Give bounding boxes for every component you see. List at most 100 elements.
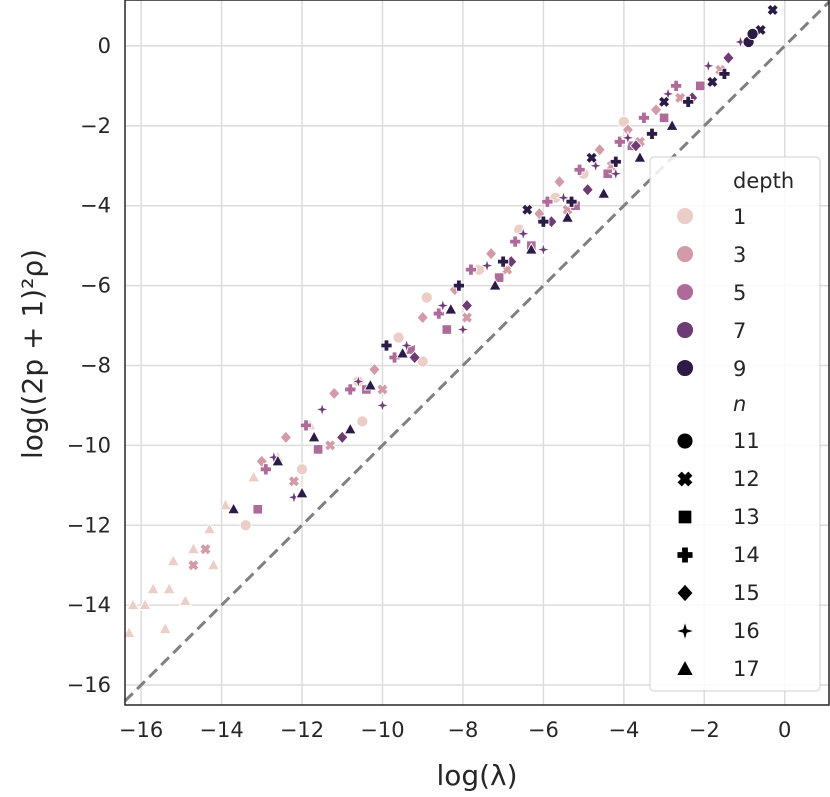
legend-hue-entries: 1 3 5 7 9 [676, 205, 746, 381]
legend-style-label: 13 [733, 505, 760, 529]
y-tick-label: −6 [80, 274, 111, 298]
legend-style-label: 14 [733, 543, 760, 567]
data-point [535, 241, 552, 258]
data-point [307, 430, 321, 443]
data-point [323, 439, 337, 452]
data-point [509, 235, 522, 248]
data-point [420, 291, 433, 304]
data-point [295, 486, 309, 499]
x-tick-label: −12 [280, 718, 324, 742]
data-point [479, 257, 496, 274]
legend-hue-label: 9 [733, 357, 746, 381]
data-point [700, 57, 717, 74]
data-point [388, 351, 401, 364]
data-point [432, 307, 445, 320]
data-point [327, 386, 341, 401]
legend-frame [649, 156, 821, 692]
legend-hue-marker [676, 207, 694, 225]
legend-style-entries: 11 12 13 14 15 16 17 [674, 429, 760, 681]
data-point [521, 203, 534, 216]
data-point [408, 350, 421, 365]
data-point [649, 103, 663, 117]
data-point [158, 622, 172, 635]
data-point [336, 430, 349, 445]
data-point [295, 463, 309, 476]
data-point [356, 415, 369, 428]
plot-frame [124, 0, 830, 706]
legend-hue-label: 7 [733, 319, 746, 343]
data-point [206, 558, 221, 571]
legend-style-label: 16 [733, 619, 760, 643]
legend-hue-label: 1 [733, 205, 746, 229]
data-point [670, 79, 683, 92]
data-point [271, 454, 285, 467]
data-point [374, 397, 391, 414]
legend-hue-label: 5 [733, 281, 746, 305]
data-point [166, 554, 180, 567]
legend-style-marker [677, 509, 693, 525]
x-tick-label: −16 [119, 718, 163, 742]
y-tick-label: 0 [98, 34, 111, 58]
y-tick-labels: −16 −14 −12 −10 −8 −6 −4 −2 0 [67, 34, 111, 697]
y-tick-label: −2 [80, 114, 111, 138]
legend-hue-marker [676, 321, 694, 339]
x-tick-label: −2 [689, 718, 720, 742]
data-point [126, 598, 140, 611]
data-point [706, 75, 719, 89]
data-point [695, 80, 706, 92]
y-tick-label: −16 [67, 673, 111, 697]
data-point [581, 182, 594, 197]
data-point [484, 246, 498, 261]
x-tick-label: −10 [360, 718, 404, 742]
data-point [239, 519, 252, 532]
data-point [645, 127, 659, 140]
data-point [541, 195, 554, 208]
legend-style-marker [676, 546, 694, 564]
data-point [287, 475, 301, 488]
data-point [376, 383, 389, 396]
legend-hue-marker [676, 359, 694, 377]
data-point [299, 419, 313, 432]
data-point [416, 310, 429, 325]
data-point [609, 155, 622, 168]
data-point [312, 444, 324, 455]
data-points [122, 3, 779, 639]
data-point [665, 118, 679, 131]
legend-hue-title: depth [733, 169, 794, 193]
data-point [218, 498, 233, 511]
data-point [202, 522, 217, 535]
reference-line-layer [123, 0, 830, 703]
y-tick-label: −4 [80, 194, 111, 218]
x-axis-title: log(λ) [436, 759, 517, 792]
data-point [444, 302, 458, 315]
data-point [395, 346, 410, 359]
reference-line [123, 0, 830, 703]
data-point [524, 242, 538, 255]
y-tick-label: −8 [80, 353, 111, 377]
data-point [350, 373, 367, 390]
data-point [368, 362, 381, 377]
data-point [434, 297, 451, 314]
data-point [460, 311, 474, 324]
legend-style-title: n [733, 392, 746, 416]
data-point [597, 186, 611, 199]
data-point [619, 129, 636, 146]
data-point [593, 142, 606, 157]
y-tick-label: −14 [67, 593, 111, 617]
data-point [199, 542, 212, 556]
data-point [392, 331, 405, 344]
data-point [565, 195, 578, 208]
data-point [314, 401, 331, 418]
data-point [259, 463, 272, 476]
data-point [515, 225, 532, 242]
x-tick-label: −4 [608, 718, 639, 742]
data-point [187, 558, 200, 572]
data-point [613, 135, 626, 148]
data-point [380, 339, 393, 352]
data-point [657, 95, 671, 109]
data-point [722, 51, 735, 65]
data-point [279, 430, 293, 445]
data-point [718, 67, 731, 80]
